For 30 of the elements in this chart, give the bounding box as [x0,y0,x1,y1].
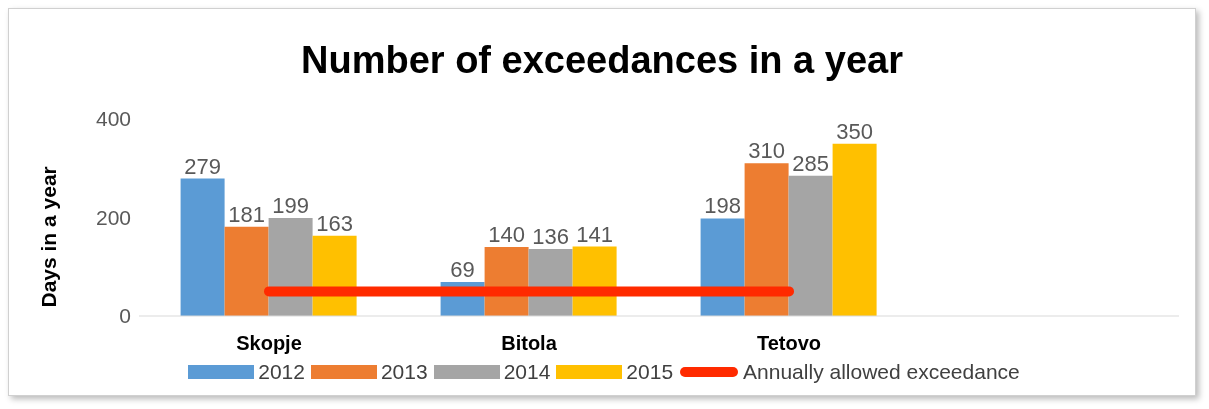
bar [788,175,833,316]
chart-title: Number of exceedances in a year [300,39,904,83]
legend-label: Annually allowed exceedance [743,360,1020,384]
data-label: 163 [316,210,353,236]
legend-label: 2013 [380,360,428,384]
legend-label: 2015 [626,360,674,384]
data-label: 69 [450,257,475,283]
x-tick-label: Tetovo [756,332,822,355]
data-label: 199 [272,192,309,218]
bar [180,178,225,316]
x-tick-label: Bitola [501,332,558,355]
data-label: 350 [836,118,873,144]
legend-label: 2012 [258,360,305,384]
data-label: 198 [704,193,741,219]
data-label: 136 [532,224,569,250]
data-label: 141 [576,221,613,247]
x-tick-label: Skopje [236,332,302,355]
data-label: 285 [792,150,829,176]
bar [224,226,269,316]
y-axis-title: Days in a year [37,166,61,308]
y-tick-label: 0 [119,304,131,328]
data-label: 140 [488,222,525,248]
legend-label: 2014 [503,360,551,384]
bar [832,143,877,316]
data-label: 279 [184,153,221,179]
bar [744,163,789,316]
y-tick-label: 200 [95,205,131,229]
data-label: 310 [748,138,785,164]
y-tick-label: 400 [95,107,131,131]
data-label: 181 [228,201,265,227]
